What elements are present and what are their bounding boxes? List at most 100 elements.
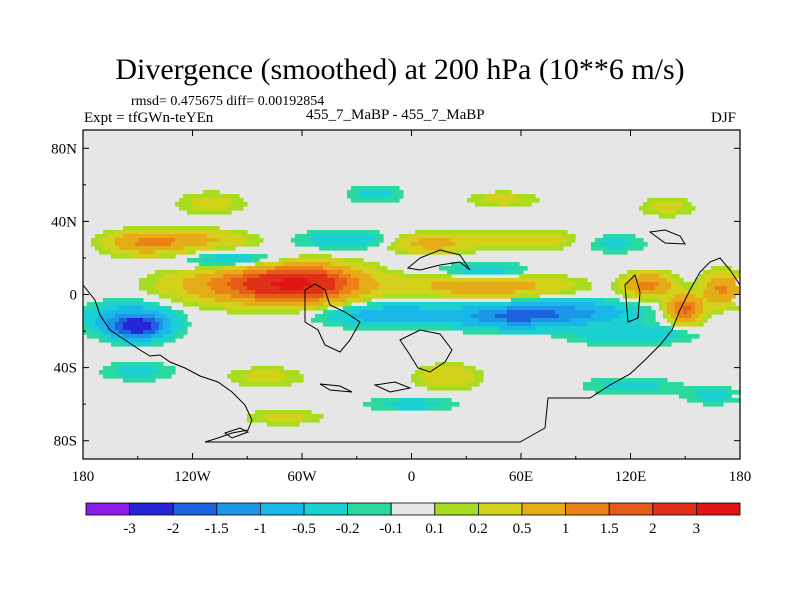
contour-cell <box>699 274 704 279</box>
contour-cell <box>187 210 232 215</box>
contour-cell <box>163 322 172 327</box>
experiment-label: Expt = tfGWn-teYEn <box>84 110 214 126</box>
contour-cell <box>635 290 668 295</box>
contour-cell <box>323 294 340 299</box>
contour-cell <box>99 370 116 375</box>
contour-cell <box>391 242 396 247</box>
contour-cell <box>371 290 452 295</box>
contour-cell <box>675 330 688 335</box>
contour-cell <box>95 318 108 323</box>
contour-cell <box>703 398 724 403</box>
contour-cell <box>183 326 188 331</box>
y-tick-label: 0 <box>70 288 78 304</box>
contour-cell <box>203 258 252 263</box>
contour-cell <box>463 366 476 371</box>
contour-cell <box>439 402 460 407</box>
contour-cell <box>575 306 616 311</box>
contour-cell <box>367 302 380 307</box>
coastline <box>373 381 412 393</box>
contour-cell <box>667 310 676 315</box>
contour-cell <box>295 242 316 247</box>
contour-cell <box>563 234 576 239</box>
contour-cell <box>159 294 172 299</box>
contour-cell <box>247 378 284 383</box>
contour-cell <box>255 290 324 295</box>
contour-cell <box>155 314 168 319</box>
x-tick-label: 120E <box>615 469 647 485</box>
contour-cell <box>343 286 360 291</box>
contour-cell <box>231 378 248 383</box>
contour-cell <box>83 326 88 331</box>
contour-cell <box>531 318 572 323</box>
contour-cell <box>183 246 216 251</box>
contour-cell <box>91 238 100 243</box>
contour-cell <box>635 270 660 275</box>
contour-cell <box>255 298 320 303</box>
contour-cell <box>675 306 684 311</box>
contour-cell <box>171 318 184 323</box>
contour-cell <box>199 302 244 307</box>
contour-cell <box>155 366 176 371</box>
contour-cell <box>171 242 208 247</box>
contour-cell <box>215 270 244 275</box>
contour-cell <box>511 302 596 307</box>
contour-cell <box>131 330 144 335</box>
contour-cell <box>587 338 672 343</box>
contour-cell <box>383 270 404 275</box>
contour-cell <box>231 198 244 203</box>
contour-cell <box>223 274 244 279</box>
contour-cell <box>243 282 272 287</box>
coastline <box>223 427 250 439</box>
contour-cell <box>611 286 620 291</box>
contour-cell <box>659 382 684 387</box>
contour-cell <box>323 266 352 271</box>
contour-cell <box>383 402 440 407</box>
contour-cell <box>123 374 152 379</box>
contour-cell <box>391 194 404 199</box>
contour-cell <box>599 242 632 247</box>
contour-cell <box>471 194 488 199</box>
colorbar-label: 1 <box>562 521 570 537</box>
contour-cell <box>151 334 164 339</box>
contour-cell <box>311 282 336 287</box>
contour-cell <box>479 310 508 315</box>
contour-cell <box>539 298 604 303</box>
colorbar-label: 3 <box>693 521 701 537</box>
contour-cell <box>103 298 144 303</box>
contour-cell <box>395 406 428 411</box>
colorbar-swatch <box>434 502 479 516</box>
coastline <box>399 329 453 373</box>
contour-cell <box>643 202 652 207</box>
contour-cell <box>659 270 672 275</box>
contour-cell <box>591 246 608 251</box>
contour-cell <box>231 278 248 283</box>
contour-cell <box>395 238 400 243</box>
contour-cell <box>111 330 120 335</box>
contour-cell <box>271 282 312 287</box>
contour-cell <box>143 318 156 323</box>
contour-cell <box>223 266 248 271</box>
contour-cell <box>335 286 344 291</box>
contour-cell <box>215 254 252 259</box>
contour-cell <box>695 394 732 399</box>
contour-cell <box>331 262 364 267</box>
colorbar-label: -3 <box>123 521 136 537</box>
contour-cell <box>255 262 264 267</box>
contour-cell <box>695 278 700 283</box>
contour-cell <box>83 318 96 323</box>
contour-cell <box>427 382 468 387</box>
contour-cell <box>99 338 108 343</box>
x-tick-label: 0 <box>408 469 416 485</box>
contour-cell <box>623 290 636 295</box>
contour-cell <box>243 234 260 239</box>
contour-cell <box>159 370 176 375</box>
contour-cell <box>275 266 324 271</box>
contour-cell <box>163 318 172 323</box>
contour-cell <box>175 310 184 315</box>
contour-cell <box>535 326 664 331</box>
contour-cell <box>347 278 360 283</box>
contour-cell <box>659 214 676 219</box>
x-tick-label: 180 <box>72 469 95 485</box>
contour-cell <box>251 366 284 371</box>
contour-cell <box>411 242 456 247</box>
